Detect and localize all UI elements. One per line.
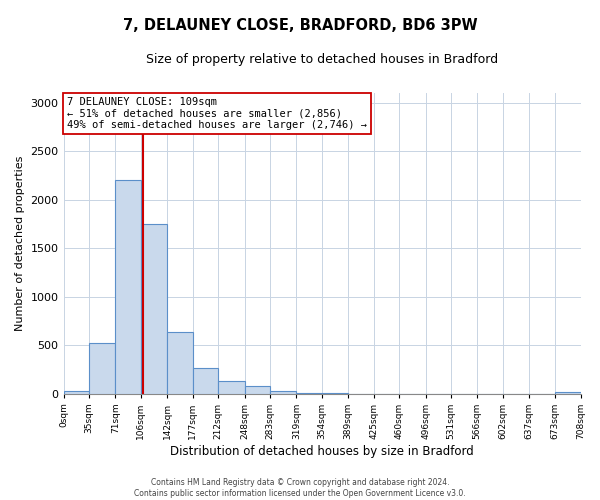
Bar xyxy=(296,392,322,394)
Text: 7, DELAUNEY CLOSE, BRADFORD, BD6 3PW: 7, DELAUNEY CLOSE, BRADFORD, BD6 3PW xyxy=(122,18,478,32)
Bar xyxy=(245,386,270,394)
Bar xyxy=(555,392,581,394)
Bar xyxy=(115,180,141,394)
Bar xyxy=(167,332,193,394)
Bar xyxy=(193,368,218,394)
Y-axis label: Number of detached properties: Number of detached properties xyxy=(15,156,25,331)
Text: 7 DELAUNEY CLOSE: 109sqm
← 51% of detached houses are smaller (2,856)
49% of sem: 7 DELAUNEY CLOSE: 109sqm ← 51% of detach… xyxy=(67,97,367,130)
Bar xyxy=(89,343,115,394)
Bar xyxy=(64,390,89,394)
Text: Contains HM Land Registry data © Crown copyright and database right 2024.
Contai: Contains HM Land Registry data © Crown c… xyxy=(134,478,466,498)
Bar xyxy=(270,390,296,394)
Bar xyxy=(141,224,167,394)
X-axis label: Distribution of detached houses by size in Bradford: Distribution of detached houses by size … xyxy=(170,444,474,458)
Bar xyxy=(218,381,245,394)
Title: Size of property relative to detached houses in Bradford: Size of property relative to detached ho… xyxy=(146,52,498,66)
